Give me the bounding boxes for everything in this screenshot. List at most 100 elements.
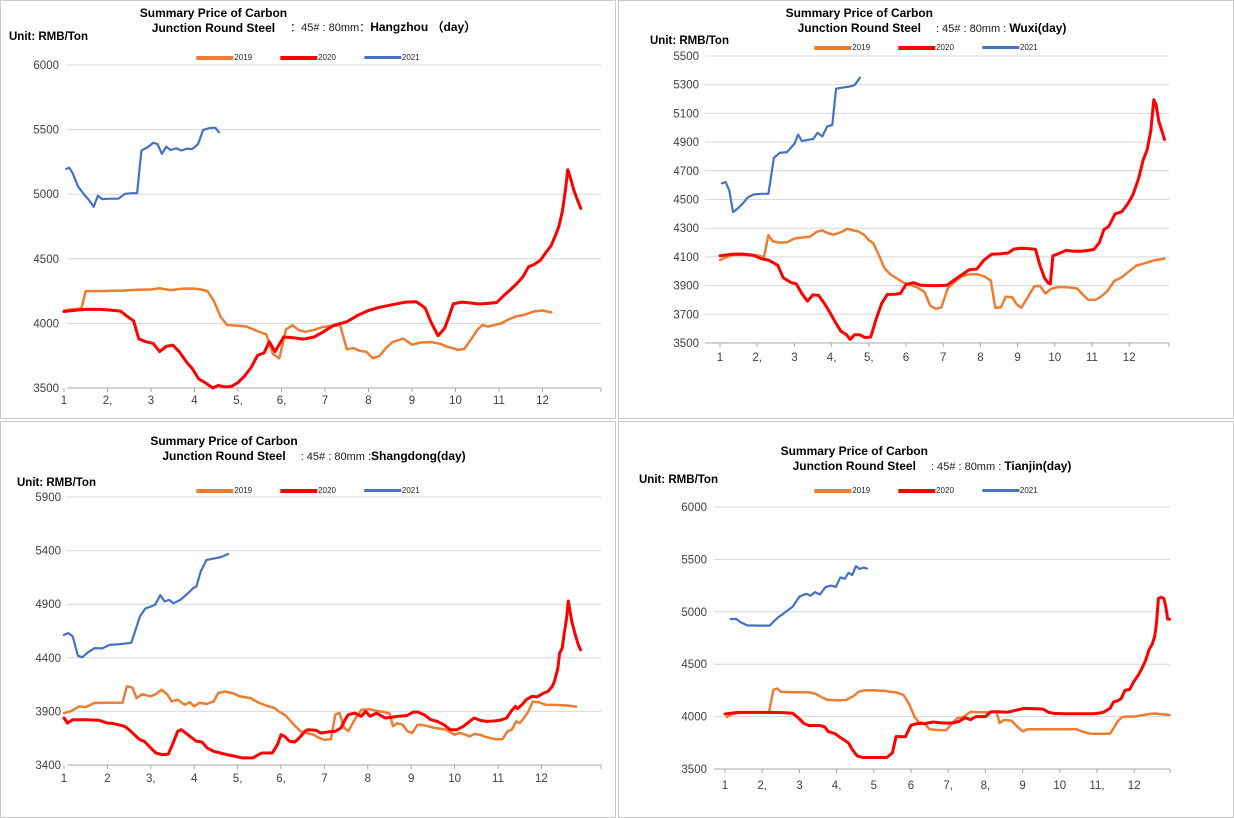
chart-city: Hangzhou （day）: [370, 20, 477, 34]
chart-title-line2: Junction Round Steel: [792, 459, 916, 473]
legend-item-2020: 2020: [898, 486, 954, 495]
y-tick-label: 3900: [673, 281, 699, 293]
x-tick-label: 5,: [233, 773, 243, 785]
y-tick-label: 3500: [681, 764, 707, 776]
x-tick-label: 6,: [276, 773, 286, 785]
x-tick-label: 7,: [943, 780, 953, 792]
x-tick-label: 4: [191, 773, 198, 785]
x-tick-label: 3,: [146, 773, 156, 785]
chart-title: Summary Price of Carbon Junction Round S…: [786, 6, 933, 36]
legend-item-2020: 2020: [280, 53, 336, 62]
chart-header: Summary Price of Carbon Junction Round S…: [619, 6, 1233, 36]
x-tick-label: 7: [940, 352, 946, 364]
chart-spec: : 45# : 80mm :Shangdong(day): [301, 449, 466, 464]
chart-spec: : 45# : 80mm : Wuxi(day): [936, 21, 1067, 36]
x-tick-label: 10: [1048, 352, 1061, 364]
y-tick-label: 3500: [673, 338, 699, 350]
legend-item-2019: 2019: [196, 53, 252, 62]
x-tick-label: 7: [322, 395, 328, 407]
y-tick-label: 5000: [681, 607, 707, 619]
x-tick-label: 7: [321, 773, 327, 785]
x-tick-label: 11: [492, 773, 504, 785]
chart-title-line2: Junction Round Steel: [151, 21, 276, 35]
legend-swatch-2021: [363, 489, 401, 492]
y-tick-label: 4100: [673, 252, 699, 264]
x-tick-label: 3: [791, 352, 797, 364]
legend-label: 2021: [1019, 43, 1038, 52]
legend-label: 2019: [852, 486, 871, 495]
chart-header: Summary Price of Carbon Junction Round S…: [1, 434, 615, 464]
y-tick-label: 4400: [35, 653, 61, 665]
y-tick-label: 3500: [33, 383, 59, 395]
y-tick-label: 3900: [35, 706, 61, 718]
chart-spec-text: : 45# : 80mm :: [935, 23, 1010, 35]
series-line-2019: [725, 687, 1171, 736]
chart-legend: 2019 2020 2021: [814, 43, 1038, 52]
x-tick-label: 8: [977, 352, 983, 364]
legend-item-2019: 2019: [814, 43, 870, 52]
x-tick-label: 3: [148, 395, 154, 407]
x-tick-label: 8: [365, 395, 371, 407]
x-tick-label: 12: [1128, 780, 1141, 792]
y-tick-label: 5500: [681, 554, 707, 566]
x-tick-label: 8,: [981, 780, 991, 792]
legend-swatch-2020: [280, 55, 318, 60]
chart-legend: 2019 2020 2021: [196, 53, 420, 62]
x-tick-label: 5: [871, 780, 877, 792]
legend-label: 2019: [852, 43, 871, 52]
x-tick-label: 1: [61, 395, 67, 407]
y-tick-label: 5300: [673, 80, 699, 92]
y-tick-label: 5000: [33, 189, 59, 201]
legend-swatch-2019: [196, 488, 234, 493]
x-tick-label: 11: [1086, 352, 1098, 364]
chart-spec-text: : 45# : 80mm :: [930, 461, 1005, 473]
series-line-2020: [62, 599, 582, 760]
legend-label: 2021: [1019, 486, 1038, 495]
y-tick-label: 5900: [35, 492, 61, 504]
legend-label: 2019: [234, 53, 253, 62]
y-tick-label: 4000: [681, 712, 707, 724]
y-tick-label: 5400: [35, 546, 61, 558]
legend-swatch-2019: [814, 488, 852, 493]
series-line-2021: [720, 76, 861, 214]
x-tick-label: 5,: [233, 395, 243, 407]
x-tick-label: 2: [104, 773, 110, 785]
chart-legend: 2019 2020 2021: [196, 486, 420, 495]
legend-item-2021: 2021: [981, 486, 1038, 495]
legend-swatch-2021: [981, 46, 1019, 49]
legend-label: 2020: [318, 486, 336, 495]
y-tick-label: 3700: [673, 309, 699, 321]
chart-canvas: 5500 5300 5100 4900 4700 4500 4300 4100 3900 3700…: [673, 51, 1170, 364]
y-tick-label: 4900: [673, 137, 699, 149]
chart-panel-hangzhou: Summary Price of Carbon Junction Round S…: [0, 0, 616, 419]
x-tick-label: 1: [717, 352, 723, 364]
legend-label: 2021: [401, 486, 420, 495]
chart-title-line2: Junction Round Steel: [162, 449, 286, 463]
y-tick-label: 6000: [33, 60, 59, 72]
x-tick-label: 9: [1019, 780, 1025, 792]
chart-header: Summary Price of Carbon Junction Round S…: [1, 6, 615, 36]
chart-title-line1: Summary Price of Carbon: [780, 444, 928, 458]
unit-label: Unit: RMB/Ton: [17, 477, 96, 489]
chart-title-line1: Summary Price of Carbon: [150, 434, 298, 448]
chart-panel-shangdong: Summary Price of Carbon Junction Round S…: [0, 421, 616, 818]
x-tick-label: 8: [365, 773, 371, 785]
x-tick-label: 6: [903, 352, 909, 364]
chart-header: Summary Price of Carbon Junction Round S…: [619, 444, 1233, 474]
chart-city: Wuxi(day): [1009, 21, 1067, 35]
x-tick-label: 4,: [832, 780, 842, 792]
legend-swatch-2020: [280, 488, 318, 493]
series-line-2021: [729, 565, 869, 627]
chart-title: Summary Price of Carbon Junction Round S…: [150, 434, 297, 464]
x-tick-label: 12: [536, 395, 549, 407]
x-tick-label: 9: [1014, 352, 1020, 364]
series-line-2021: [65, 126, 220, 208]
y-tick-label: 4300: [673, 223, 699, 235]
chart-panel-wuxi: Summary Price of Carbon Junction Round S…: [618, 0, 1234, 419]
series-line-2020: [718, 98, 1166, 341]
x-tick-label: 9: [408, 773, 414, 785]
y-tick-label: 5100: [673, 108, 699, 120]
x-tick-label: 5,: [864, 352, 874, 364]
